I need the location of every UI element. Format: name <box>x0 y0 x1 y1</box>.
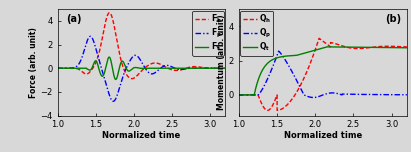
X-axis label: Normalized time: Normalized time <box>102 131 181 140</box>
Y-axis label: Force (arb. unit): Force (arb. unit) <box>29 27 38 98</box>
Text: (b): (b) <box>385 14 401 24</box>
Legend: $\mathbf{F_h}$, $\mathbf{F_p}$, $\mathbf{F_t}$: $\mathbf{F_h}$, $\mathbf{F_p}$, $\mathbf… <box>192 11 224 56</box>
Legend: $\mathbf{Q_h}$, $\mathbf{Q_p}$, $\mathbf{Q_t}$: $\mathbf{Q_h}$, $\mathbf{Q_p}$, $\mathbf… <box>240 11 273 56</box>
Text: (a): (a) <box>66 14 81 24</box>
X-axis label: Normalized time: Normalized time <box>284 131 362 140</box>
Y-axis label: Momentum (arb. unit): Momentum (arb. unit) <box>217 14 226 110</box>
